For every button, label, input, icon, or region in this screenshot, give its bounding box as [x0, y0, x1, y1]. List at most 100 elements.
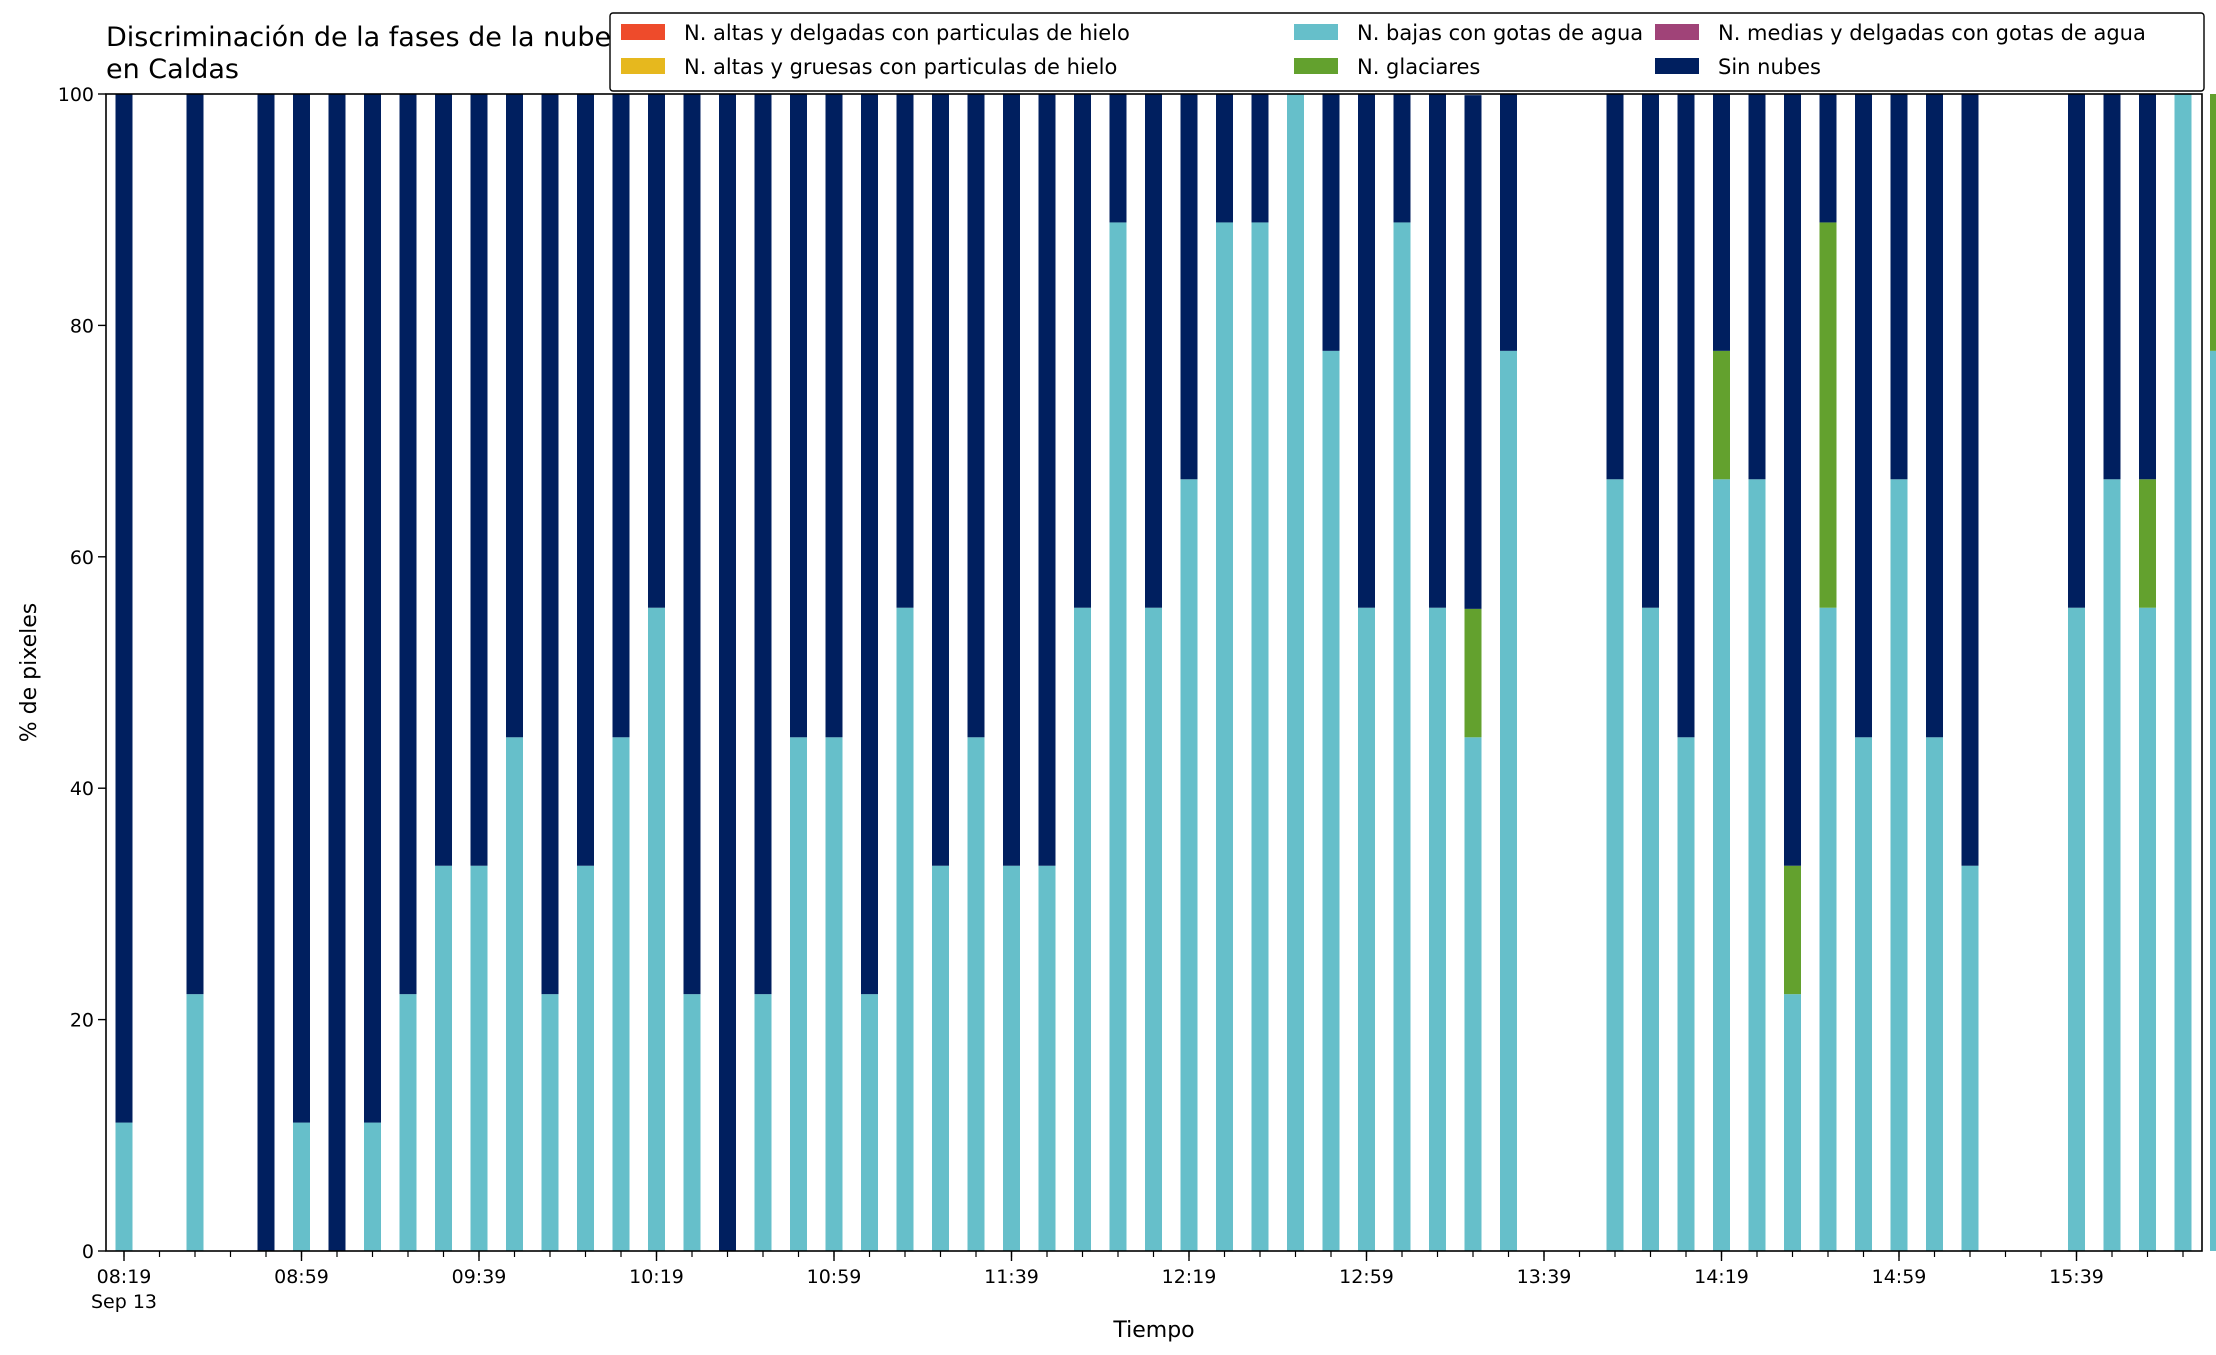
- bar-segment-24-2: [967, 94, 985, 738]
- bar-segment-27-0: [1074, 607, 1091, 1251]
- bar-segment-25-0: [1003, 865, 1020, 1251]
- bar-segment-48-2: [1819, 94, 1837, 223]
- bar-segment-26-0: [1038, 865, 1056, 1251]
- bar-segment-52-2: [1961, 94, 1979, 866]
- bar-segment-57-1: [2139, 479, 2156, 608]
- legend-frame: [609, 12, 2205, 92]
- legend-swatch: [621, 58, 665, 74]
- bar-segment-59-1: [2210, 94, 2216, 351]
- chart-title: Discriminación de la fases de la nube en…: [106, 22, 612, 85]
- bar-segment-15-0: [648, 607, 665, 1251]
- legend-swatch: [1655, 24, 1699, 40]
- bar-segment-28-2: [1109, 94, 1127, 223]
- bar-segment-22-0: [896, 607, 914, 1251]
- bar-segment-43-2: [1642, 94, 1659, 608]
- bar-segment-31-0: [1216, 222, 1233, 1252]
- bar-segment-38-0: [1464, 737, 1482, 1251]
- bar-segment-55-0: [2068, 607, 2085, 1251]
- bar-segment-50-2: [1890, 94, 1908, 480]
- bar-segment-35-0: [1358, 607, 1375, 1251]
- bar-segment-37-2: [1429, 94, 1446, 608]
- bar-segment-29-0: [1145, 607, 1162, 1251]
- bar-segment-50-0: [1890, 479, 1908, 1251]
- bar-segment-44-2: [1677, 94, 1695, 738]
- x-tick-label: 15:39: [2049, 1266, 2104, 1288]
- bar-segment-42-0: [1606, 479, 1624, 1251]
- bar-segment-51-2: [1926, 94, 1943, 738]
- bar-segment-12-2: [541, 94, 559, 995]
- legend-swatch: [1294, 58, 1338, 74]
- bar-segment-18-2: [754, 94, 772, 995]
- bar-segment-59-0: [2210, 350, 2216, 1252]
- bar-segment-15-2: [648, 94, 665, 608]
- y-tick-label: 60: [70, 547, 94, 569]
- bar-segment-31-2: [1216, 94, 1233, 223]
- bar-segment-55-2: [2068, 94, 2085, 608]
- bar-segment-39-2: [1500, 94, 1517, 351]
- x-tick-label: 08:19: [97, 1266, 152, 1288]
- x-tick-label: 14:59: [1872, 1266, 1927, 1288]
- bar-segment-32-2: [1251, 94, 1269, 223]
- bar-segment-38-2: [1464, 95, 1482, 609]
- bar-segment-12-0: [541, 994, 559, 1251]
- bar-segment-11-2: [506, 94, 523, 738]
- x-tick-label: 11:39: [984, 1266, 1039, 1288]
- bar-segment-51-0: [1926, 737, 1943, 1251]
- bar-segment-17-2: [719, 94, 736, 1251]
- bar-segment-16-2: [683, 94, 701, 995]
- bar-segment-13-0: [577, 865, 594, 1251]
- y-tick-label: 0: [82, 1241, 94, 1263]
- legend-swatch: [621, 24, 665, 40]
- bar-segment-8-2: [399, 94, 417, 995]
- bar-segment-2-0: [186, 994, 204, 1251]
- y-tick-label: 20: [70, 1010, 94, 1032]
- legend-swatch: [1655, 58, 1699, 74]
- bar-segment-37-0: [1429, 607, 1446, 1251]
- bar-segment-23-2: [932, 94, 949, 866]
- bar-segment-48-0: [1819, 607, 1837, 1251]
- bar-segment-6-2: [328, 94, 346, 1251]
- bars-layer: [115, 94, 2216, 1252]
- bar-segment-24-0: [967, 737, 985, 1251]
- bar-segment-35-2: [1358, 94, 1375, 608]
- y-axis: 0 20 40 60 80 100: [58, 84, 106, 1263]
- bar-segment-4-2: [257, 94, 275, 1251]
- bar-segment-10-2: [470, 94, 488, 866]
- legend-label: N. glaciares: [1357, 55, 1480, 79]
- bar-segment-30-2: [1180, 94, 1198, 480]
- bar-segment-26-2: [1038, 94, 1056, 866]
- bar-segment-9-0: [435, 865, 452, 1251]
- legend-label: N. medias y delgadas con gotas de agua: [1718, 21, 2146, 45]
- bar-segment-52-0: [1961, 865, 1979, 1251]
- legend-label: Sin nubes: [1718, 55, 1821, 79]
- bar-segment-42-2: [1606, 94, 1624, 480]
- bar-segment-44-0: [1677, 737, 1695, 1251]
- bar-segment-21-2: [861, 94, 878, 995]
- bar-segment-45-0: [1713, 479, 1730, 1251]
- bar-segment-0-2: [115, 94, 133, 1123]
- bar-segment-7-0: [364, 1122, 381, 1251]
- bar-segment-9-2: [435, 94, 452, 866]
- bar-segment-14-0: [612, 737, 630, 1251]
- x-axis-title: Tiempo: [1112, 1318, 1194, 1343]
- bar-segment-38-1: [1464, 608, 1482, 738]
- bar-segment-28-0: [1109, 222, 1127, 1252]
- bar-segment-57-2: [2139, 94, 2156, 480]
- bar-segment-10-0: [470, 865, 488, 1251]
- y-tick-label: 100: [58, 84, 94, 106]
- bar-segment-8-0: [399, 994, 417, 1251]
- bar-segment-39-0: [1500, 350, 1517, 1252]
- bar-segment-56-0: [2103, 479, 2121, 1251]
- legend-label: N. altas y delgadas con particulas de hi…: [684, 21, 1130, 45]
- bar-segment-32-0: [1251, 222, 1269, 1252]
- y-tick-label: 40: [70, 778, 94, 800]
- bar-segment-36-2: [1393, 94, 1411, 223]
- bar-segment-0-0: [115, 1122, 133, 1251]
- x-tick-label: 10:19: [629, 1266, 684, 1288]
- bar-segment-57-0: [2139, 607, 2156, 1251]
- bar-segment-22-2: [896, 94, 914, 608]
- bar-segment-7-2: [364, 94, 381, 1123]
- bar-segment-56-2: [2103, 94, 2121, 480]
- bar-segment-34-2: [1322, 94, 1340, 351]
- bar-segment-19-0: [790, 737, 807, 1251]
